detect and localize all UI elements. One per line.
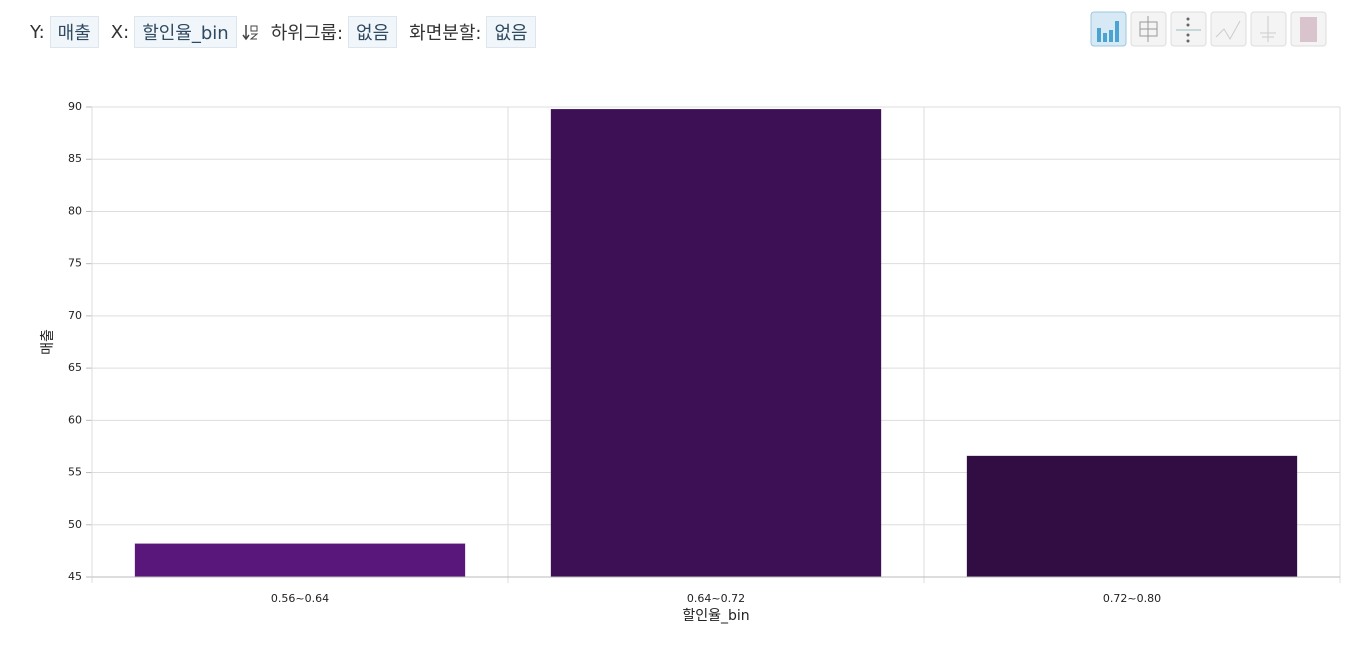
chart-type-buttons (1090, 11, 1327, 47)
y-tick-label: 65 (68, 361, 82, 374)
bar (134, 543, 466, 577)
y-tick-label: 55 (68, 466, 82, 479)
x-axis-title: 할인율_bin (682, 608, 749, 624)
y-tick-label: 80 (68, 204, 82, 217)
y-tick-label: 85 (68, 152, 82, 165)
split-select[interactable]: 없음 (486, 16, 536, 48)
y-tick-label: 90 (68, 100, 82, 113)
bar-chart-button[interactable] (1090, 11, 1127, 47)
bar (550, 109, 882, 577)
strip-button[interactable] (1170, 11, 1207, 47)
y-axis-title: 매출 (40, 329, 56, 355)
violin-button[interactable] (1250, 11, 1287, 47)
x-tick-label: 0.56~0.64 (271, 592, 329, 605)
x-tick-label: 0.64~0.72 (687, 592, 745, 605)
x-label: X: (110, 21, 130, 43)
subgroup-select[interactable]: 없음 (348, 16, 398, 48)
subgroup-label: 하위그룹: (270, 23, 344, 44)
split-label: 화면분할: (409, 23, 482, 44)
y-tick-label: 50 (68, 518, 82, 531)
line-button[interactable] (1210, 11, 1247, 47)
y-label: Y: (30, 21, 45, 43)
bar (966, 455, 1298, 577)
sort-icon[interactable] (241, 22, 259, 42)
toolbar: Y: 매출 X: 할인율_bin 하위그룹: 없음 화면분할: 없음 (30, 15, 548, 49)
y-tick-label: 60 (68, 413, 82, 426)
y-select[interactable]: 매출 (49, 16, 99, 48)
y-tick-label: 75 (68, 257, 82, 270)
x-tick-label: 0.72~0.80 (1103, 592, 1161, 605)
y-tick-label: 70 (68, 309, 82, 322)
x-select[interactable]: 할인율_bin (134, 16, 237, 48)
heatmap-button[interactable] (1290, 11, 1327, 47)
y-tick-label: 45 (68, 570, 82, 583)
box-plot-button[interactable] (1130, 11, 1167, 47)
